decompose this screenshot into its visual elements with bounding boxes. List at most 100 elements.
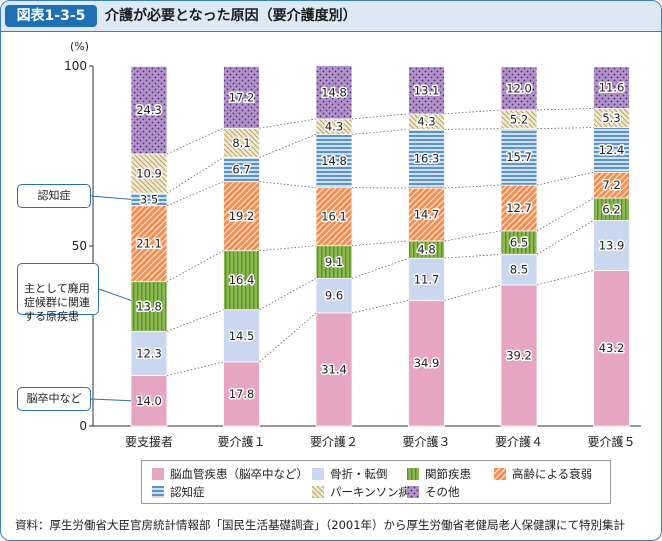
data-label-fracture: 12.3 xyxy=(136,346,162,360)
connector-line xyxy=(166,181,224,207)
data-label-joint: 4.8 xyxy=(417,243,435,257)
connector-line xyxy=(259,312,317,363)
legend-item-dementia: 認知症 xyxy=(152,484,205,500)
callout-dementia-text: 認知症 xyxy=(37,189,71,202)
legend-item-cerebro: 脳血管疾患（脳卒中など） xyxy=(152,466,308,482)
bar-segment-other xyxy=(500,66,538,111)
data-label-joint: 16.4 xyxy=(229,273,255,287)
connector-line xyxy=(444,253,502,259)
bar-segment-cerebro xyxy=(408,299,445,427)
bar-segment-fracture xyxy=(593,220,630,271)
legend-swatch-aging xyxy=(494,468,506,480)
legend-label-joint: 関節疾患 xyxy=(425,467,471,481)
data-label-aging: 12.7 xyxy=(506,201,532,215)
connector-line xyxy=(444,128,502,130)
bar-segment-dementia xyxy=(408,128,445,189)
data-label-fracture: 8.5 xyxy=(510,263,528,277)
y-tick-label: 0 xyxy=(79,419,87,433)
bar-segment-other xyxy=(130,65,168,155)
data-label-parkinson: 10.9 xyxy=(136,166,162,180)
bar-segment-other xyxy=(315,65,353,120)
legend-item-other: その他 xyxy=(407,484,460,500)
bar-segment-dementia xyxy=(223,157,260,182)
bar-segment-aging xyxy=(223,181,260,252)
connector-line xyxy=(444,284,502,301)
data-label-other: 13.1 xyxy=(414,83,440,97)
data-label-cerebro: 34.9 xyxy=(414,356,440,370)
connector-line xyxy=(166,309,224,332)
connector-line xyxy=(166,361,224,376)
bar-segment-other xyxy=(223,65,260,129)
figure-label: 図表1-3-5 xyxy=(5,5,97,27)
bar-segment-cerebro xyxy=(500,284,538,427)
chart-legend: 脳血管疾患（脳卒中など） 骨折・転倒 関節疾患 高齢による衰弱 認知症 パーキン… xyxy=(141,460,611,504)
stacked-bar-chart: (%) 0 50 100 14.0 12.3 13.8 21.1 3.5 10.9 24.3 要支援者… xyxy=(64,40,641,449)
callout-dementia: 認知症 xyxy=(17,184,91,208)
connector-line xyxy=(444,184,502,189)
connector-line xyxy=(536,108,594,111)
connector-line xyxy=(166,250,224,282)
bar-segment-aging xyxy=(315,187,353,247)
connector-line xyxy=(259,278,317,311)
legend-label-cerebro: 脳血管疾患（脳卒中など） xyxy=(170,467,308,481)
connector-line xyxy=(259,118,317,129)
legend-item-parkinson: パーキンソン病 xyxy=(312,484,410,500)
bar-segment-cerebro xyxy=(130,375,168,427)
connector-line xyxy=(444,230,502,242)
data-label-other: 24.3 xyxy=(136,103,162,117)
data-label-dementia: 3.5 xyxy=(140,192,158,206)
connector-line xyxy=(536,270,594,286)
data-label-aging: 21.1 xyxy=(136,237,162,251)
data-label-other: 12.0 xyxy=(506,81,532,95)
connector-line xyxy=(166,127,224,155)
legend-label-aging: 高齢による衰弱 xyxy=(512,467,593,481)
x-tick-label: 要介護３ xyxy=(402,434,450,449)
connector-line xyxy=(351,113,409,120)
data-label-aging: 16.1 xyxy=(321,210,347,224)
legend-swatch-dementia xyxy=(152,486,164,498)
data-label-parkinson: 4.3 xyxy=(417,115,435,129)
data-label-parkinson: 5.2 xyxy=(510,112,528,126)
callout-stroke-text: 脳卒中など xyxy=(26,392,82,405)
legend-label-other: その他 xyxy=(425,485,460,499)
connector-line xyxy=(259,181,317,189)
data-label-dementia: 12.4 xyxy=(599,143,625,157)
data-label-fracture: 14.5 xyxy=(229,329,255,343)
bar-segment-parkinson xyxy=(130,153,168,194)
data-label-joint: 6.2 xyxy=(602,202,620,216)
legend-swatch-joint xyxy=(407,468,419,480)
legend-swatch-other xyxy=(407,486,419,498)
source-note: 資料：厚生労働省大臣官房統計情報部「国民生活基礎調査」（2001年）から厚生労働… xyxy=(15,518,626,532)
bar-segment-fracture xyxy=(223,309,260,363)
bar-segment-parkinson xyxy=(223,127,260,158)
bar-segment-aging xyxy=(500,184,538,232)
data-label-dementia: 14.8 xyxy=(321,154,347,168)
data-label-dementia: 6.7 xyxy=(232,163,250,177)
data-label-other: 17.2 xyxy=(229,90,255,104)
legend-label-dementia: 認知症 xyxy=(170,485,205,499)
legend-swatch-cerebro xyxy=(152,468,164,480)
data-label-cerebro: 17.8 xyxy=(229,387,255,401)
connector-line xyxy=(351,257,409,279)
y-tick-label: 100 xyxy=(64,59,87,73)
x-tick-label: 要介護５ xyxy=(587,434,635,449)
connector-line xyxy=(536,197,594,232)
connector-line xyxy=(444,109,502,115)
x-tick-label: 要介護４ xyxy=(495,434,543,449)
bar-segment-other xyxy=(408,66,445,115)
callout-dementia-pointer xyxy=(90,195,132,200)
connector-line xyxy=(166,157,224,194)
callout-stroke: 脳卒中など xyxy=(17,387,91,411)
y-tick-label: 50 xyxy=(72,239,87,253)
connector-line xyxy=(536,220,594,255)
data-label-other: 11.6 xyxy=(599,81,625,95)
legend-item-aging: 高齢による衰弱 xyxy=(494,466,592,482)
x-tick-label: 要介護２ xyxy=(310,434,358,449)
data-label-dementia: 16.3 xyxy=(414,152,440,166)
legend-label-parkinson: パーキンソン病 xyxy=(330,485,411,499)
callout-stroke-pointer xyxy=(90,398,132,402)
connector-line xyxy=(351,299,409,314)
y-axis-unit: (%) xyxy=(70,40,89,53)
figure-header: 図表1-3-5 介護が必要となった原因（要介護度別） xyxy=(1,1,661,32)
